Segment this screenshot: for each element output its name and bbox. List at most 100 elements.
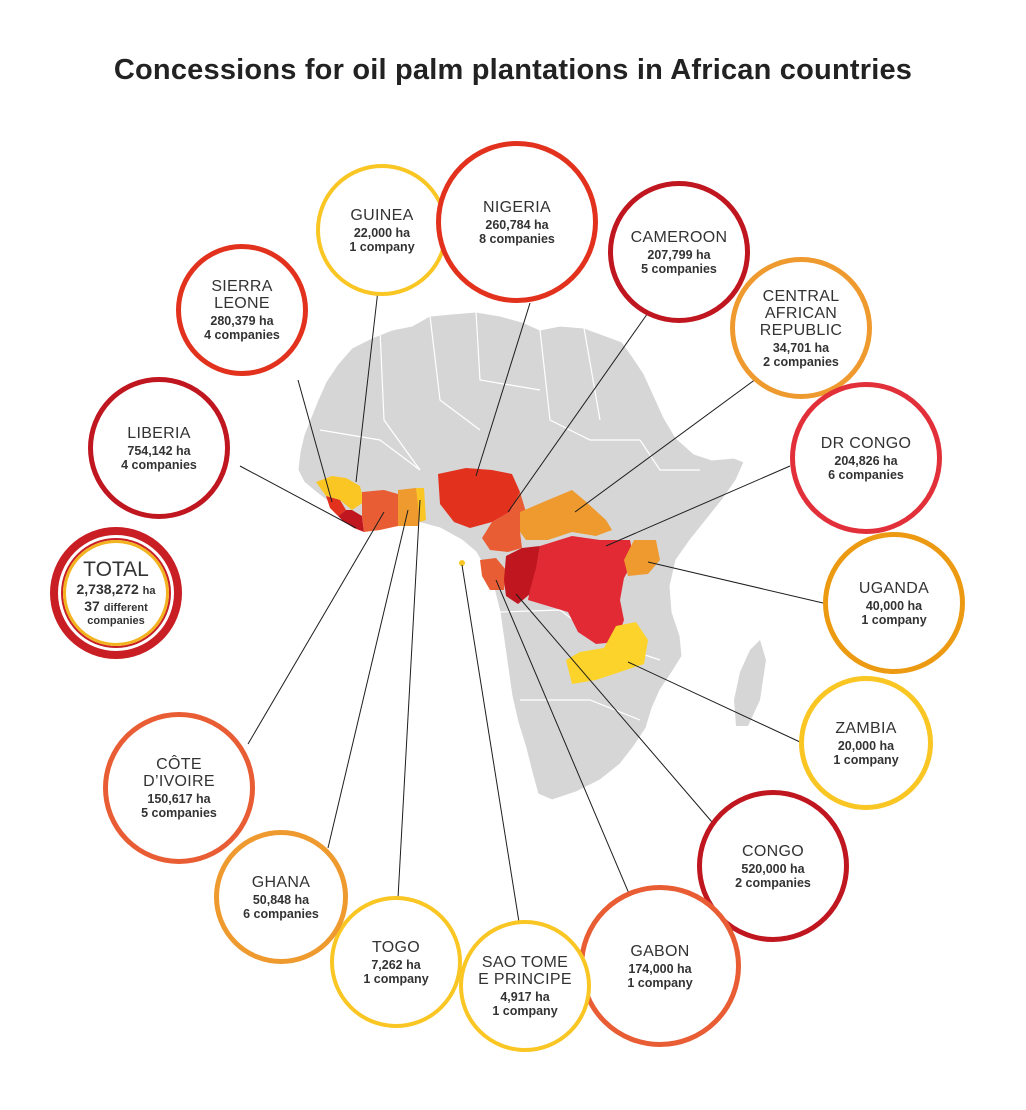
total-circle: TOTAL 2,738,272 ha 37 different companie… [50, 527, 182, 659]
country-companies: 1 company [833, 752, 899, 767]
country-companies: 4 companies [204, 328, 280, 342]
country-circle-uganda: UGANDA 40,000 ha 1 company [823, 532, 965, 674]
country-companies: 1 company [627, 975, 693, 990]
country-name: GABON [630, 942, 690, 960]
total-count-value: 37 [84, 597, 100, 614]
country-name: CONGO [742, 842, 804, 860]
country-area: 280,379 ha [210, 314, 274, 328]
country-area: 40,000 ha [865, 598, 923, 613]
country-name: LIBERIA [127, 424, 191, 442]
country-companies: 5 companies [641, 261, 717, 276]
country-companies: 5 companies [141, 806, 217, 820]
country-name: GHANA [251, 873, 311, 891]
highlighted-countries [316, 468, 660, 684]
country-circle-sierraleone: SIERRA LEONE 280,379 ha 4 companies [176, 244, 308, 376]
leader-line-guinea [355, 289, 379, 483]
country-name: SIERRA LEONE [211, 278, 273, 312]
total-area: 2,738,272 ha [76, 581, 155, 599]
leader-line-gabon [495, 579, 631, 897]
country-circle-drc: DR CONGO 204,826 ha 6 companies [790, 382, 942, 534]
region-sierraleone [326, 496, 346, 516]
country-area: 260,784 ha [485, 217, 549, 232]
region-zambia [566, 622, 648, 684]
region-togo [416, 488, 426, 522]
country-area: 150,617 ha [147, 792, 211, 806]
country-area: 50,848 ha [252, 892, 310, 907]
leader-line-nigeria [475, 302, 531, 477]
country-companies: 6 companies [243, 906, 319, 921]
total-companies: companies [87, 614, 145, 627]
country-name: CAMEROON [630, 228, 728, 246]
country-companies: 1 company [349, 239, 415, 254]
madagascar [734, 640, 766, 726]
country-circle-liberia: LIBERIA 754,142 ha 4 companies [88, 377, 230, 519]
leader-line-liberia [239, 465, 357, 529]
country-circle-ghana: GHANA 50,848 ha 6 companies [214, 830, 348, 964]
leader-line-sierraleone [297, 379, 333, 503]
region-nigeria [438, 468, 520, 528]
country-area: 204,826 ha [834, 453, 898, 468]
leader-line-cameroon [507, 309, 651, 513]
country-companies: 8 companies [479, 231, 555, 246]
region-ghana [398, 488, 420, 526]
country-name: DR CONGO [820, 434, 912, 452]
country-companies: 2 companies [735, 875, 811, 890]
country-circle-gabon: GABON 174,000 ha 1 company [579, 885, 741, 1047]
country-name: TOGO [371, 938, 421, 956]
country-name: NIGERIA [483, 198, 551, 216]
country-area: 4,917 ha [500, 990, 550, 1004]
country-circle-togo: TOGO 7,262 ha 1 company [330, 896, 462, 1028]
country-circle-saotome: SAO TOME E PRINCIPE 4,917 ha 1 company [459, 920, 591, 1052]
country-companies: 4 companies [121, 457, 197, 472]
region-guinea [316, 476, 364, 510]
region-cotedivoire [362, 490, 398, 532]
leader-lines [239, 289, 824, 923]
total-area-value: 2,738,272 [76, 580, 139, 597]
total-count-suffix: different [103, 601, 148, 614]
country-name: CÔTE D’IVOIRE [143, 756, 215, 790]
country-area: 207,799 ha [647, 247, 711, 262]
leader-line-zambia [627, 661, 801, 743]
leader-line-congo [515, 593, 713, 823]
leader-line-togo [397, 499, 421, 899]
country-name: CENTRAL AFRICAN REPUBLIC [759, 287, 843, 339]
region-eq-guinea-gabon [480, 558, 506, 590]
total-label: TOTAL [83, 557, 149, 581]
region-uganda [624, 540, 660, 576]
country-area: 34,701 ha [772, 340, 830, 355]
country-circle-guinea: GUINEA 22,000 ha 1 company [316, 164, 448, 296]
country-circle-nigeria: NIGERIA 260,784 ha 8 companies [436, 141, 598, 303]
country-area: 20,000 ha [837, 738, 895, 753]
leader-line-cotedivoire [247, 511, 385, 745]
country-circle-car: CENTRAL AFRICAN REPUBLIC 34,701 ha 2 compa… [730, 257, 872, 399]
country-circle-zambia: ZAMBIA 20,000 ha 1 company [799, 676, 933, 810]
leader-line-car [574, 375, 761, 513]
country-area: 520,000 ha [741, 861, 805, 876]
country-name: SAO TOME E PRINCIPE [478, 954, 572, 988]
country-circle-cotedivoire: CÔTE D’IVOIRE 150,617 ha 5 companies [103, 712, 255, 864]
leader-line-uganda [647, 561, 824, 604]
leader-line-saotome [461, 564, 520, 923]
total-inner-ring: TOTAL 2,738,272 ha 37 different companie… [63, 540, 169, 646]
region-saotome [459, 560, 465, 566]
country-companies: 1 company [492, 1004, 558, 1018]
country-name: GUINEA [350, 206, 414, 224]
leader-line-drc [605, 465, 791, 547]
total-count: 37 different [84, 599, 147, 615]
country-companies: 6 companies [828, 467, 904, 482]
country-area: 22,000 ha [353, 225, 411, 240]
region-drc [528, 536, 634, 644]
region-cameroon [482, 492, 526, 552]
total-area-unit: ha [142, 584, 156, 597]
country-companies: 1 company [363, 971, 429, 986]
leader-line-ghana [327, 509, 409, 849]
region-car [520, 490, 612, 540]
page-title: Concessions for oil palm plantations in … [113, 54, 913, 86]
country-area: 754,142 ha [127, 443, 191, 458]
region-liberia [338, 510, 364, 532]
country-name: UGANDA [858, 579, 930, 597]
country-companies: 1 company [861, 612, 927, 627]
country-circle-cameroon: CAMEROON 207,799 ha 5 companies [608, 181, 750, 323]
